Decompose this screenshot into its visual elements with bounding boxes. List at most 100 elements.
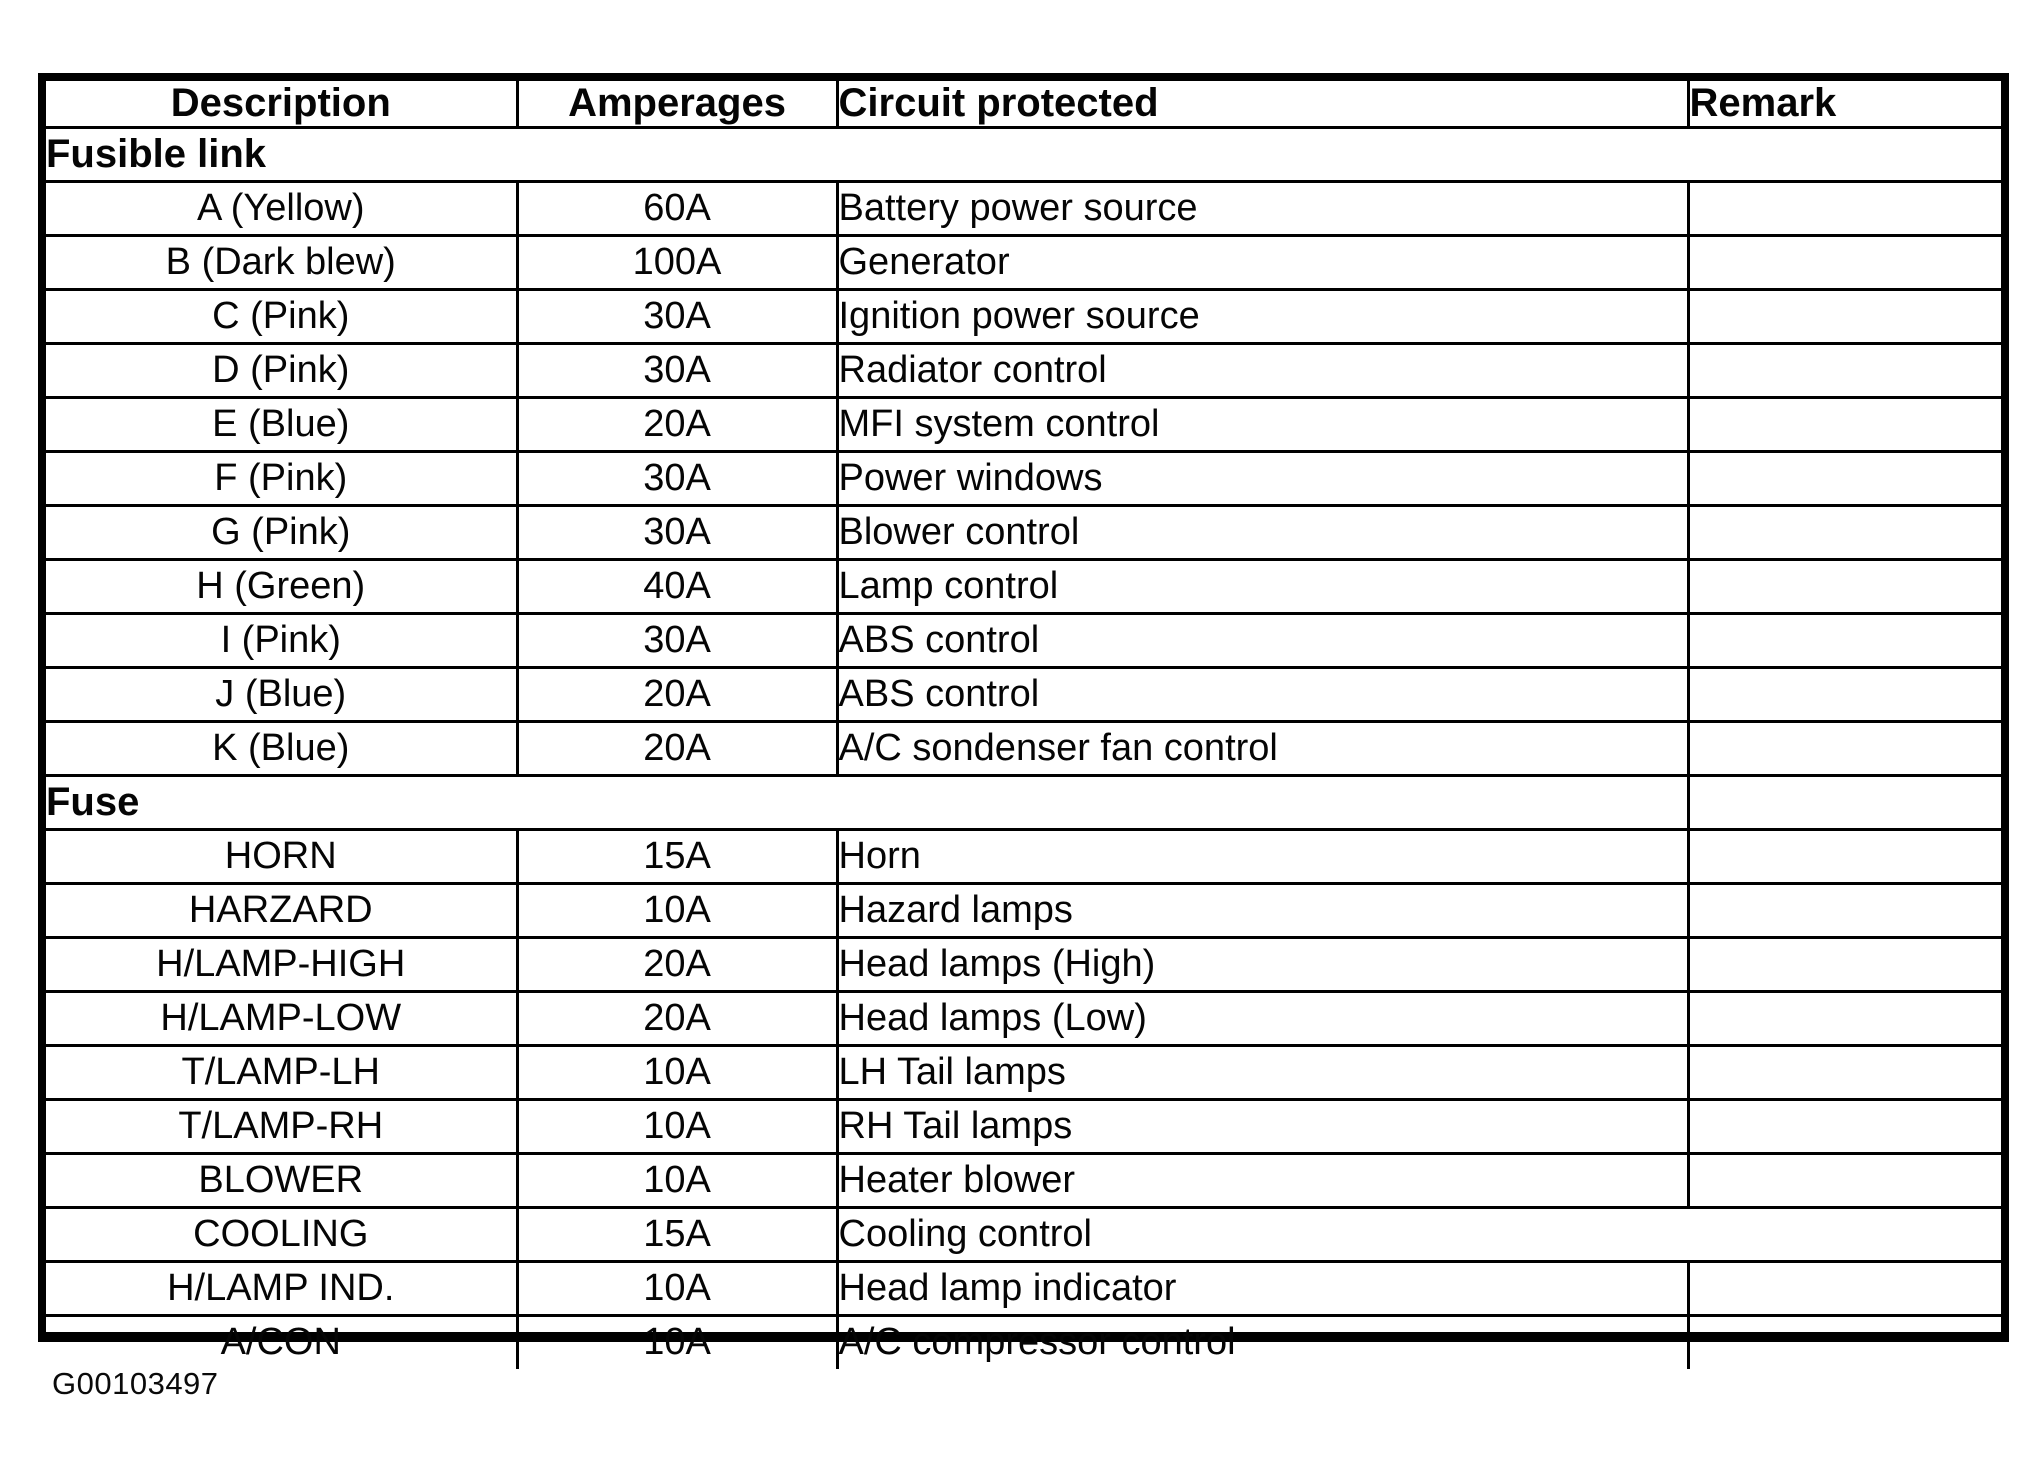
description-cell: C (Pink)	[44, 287, 519, 345]
remark-cell	[1686, 179, 2003, 237]
remark-cell	[1686, 449, 2003, 507]
amperage-cell: 15A	[515, 1205, 839, 1263]
amperage-cell: 10A	[515, 1151, 839, 1209]
circuit-protected-cell: ABS control	[835, 665, 1690, 723]
remark-cell	[1686, 1313, 2003, 1371]
description-cell: B (Dark blew)	[44, 233, 519, 291]
description-cell: H (Green)	[44, 557, 519, 615]
table-row: J (Blue) 20A ABS control	[44, 665, 2003, 723]
amperage-cell: 40A	[515, 557, 839, 615]
remark-cell	[1686, 1097, 2003, 1155]
amperage-cell: 10A	[515, 881, 839, 939]
description-cell: T/LAMP-LH	[44, 1043, 519, 1101]
circuit-protected-cell: Heater blower	[835, 1151, 1690, 1209]
column-header-description: Description	[44, 79, 519, 129]
description-cell: G (Pink)	[44, 503, 519, 561]
table-row: I (Pink) 30A ABS control	[44, 611, 2003, 669]
amperage-cell: 10A	[515, 1043, 839, 1101]
remark-cell	[1686, 341, 2003, 399]
table-row: E (Blue) 20A MFI system control	[44, 395, 2003, 453]
description-cell: E (Blue)	[44, 395, 519, 453]
remark-cell	[1686, 989, 2003, 1047]
circuit-protected-cell: Horn	[835, 827, 1690, 885]
amperage-cell: 30A	[515, 611, 839, 669]
amperage-cell: 20A	[515, 935, 839, 993]
remark-cell	[1686, 881, 2003, 939]
table-row: A/CON 10A A/C compressor control	[44, 1313, 2003, 1371]
amperage-cell: 20A	[515, 665, 839, 723]
description-cell: H/LAMP-HIGH	[44, 935, 519, 993]
remark-cell	[1686, 935, 2003, 993]
circuit-protected-cell: A/C sondenser fan control	[835, 719, 1690, 777]
remark-cell	[1686, 665, 2003, 723]
table-row: H/LAMP IND. 10A Head lamp indicator	[44, 1259, 2003, 1317]
section-row: Fusible link	[44, 125, 2003, 183]
circuit-protected-cell: MFI system control	[835, 395, 1690, 453]
description-cell: H/LAMP-LOW	[44, 989, 519, 1047]
section-label: Fusible link	[44, 125, 2003, 183]
amperage-cell: 10A	[515, 1259, 839, 1317]
description-cell: HARZARD	[44, 881, 519, 939]
circuit-protected-cell: Power windows	[835, 449, 1690, 507]
header-row: Description Amperages Circuit protected …	[44, 79, 2003, 129]
circuit-protected-cell: Head lamps (High)	[835, 935, 1690, 993]
description-cell: HORN	[44, 827, 519, 885]
table-row: HORN 15A Horn	[44, 827, 2003, 885]
remark-cell	[1686, 1043, 2003, 1101]
remark-cell	[1686, 287, 2003, 345]
amperage-cell: 15A	[515, 827, 839, 885]
description-cell: T/LAMP-RH	[44, 1097, 519, 1155]
circuit-protected-cell: Blower control	[835, 503, 1690, 561]
circuit-protected-cell: Head lamps (Low)	[835, 989, 1690, 1047]
column-header-remark: Remark	[1686, 79, 2003, 129]
table-row: A (Yellow) 60A Battery power source	[44, 179, 2003, 237]
table-row: G (Pink) 30A Blower control	[44, 503, 2003, 561]
amperage-cell: 30A	[515, 341, 839, 399]
description-cell: A (Yellow)	[44, 179, 519, 237]
circuit-protected-cell: Ignition power source	[835, 287, 1690, 345]
figure-code: G00103497	[52, 1366, 219, 1401]
table-row: H/LAMP-HIGH 20A Head lamps (High)	[44, 935, 2003, 993]
fuse-chart-table: Description Amperages Circuit protected …	[44, 79, 2003, 1371]
table-row: COOLING 15A Cooling control	[44, 1205, 2003, 1263]
circuit-protected-cell: A/C compressor control	[835, 1313, 1690, 1371]
remark-cell	[1686, 503, 2003, 561]
table-row: BLOWER 10A Heater blower	[44, 1151, 2003, 1209]
remark-cell	[1686, 395, 2003, 453]
description-cell: COOLING	[44, 1205, 519, 1263]
table-row: D (Pink) 30A Radiator control	[44, 341, 2003, 399]
fuse-chart-table-frame: Description Amperages Circuit protected …	[38, 73, 2009, 1371]
remark-cell	[1686, 233, 2003, 291]
circuit-protected-cell: Generator	[835, 233, 1690, 291]
remark-cell	[1686, 557, 2003, 615]
amperage-cell: 30A	[515, 503, 839, 561]
description-cell: D (Pink)	[44, 341, 519, 399]
circuit-protected-cell: Hazard lamps	[835, 881, 1690, 939]
description-cell: H/LAMP IND.	[44, 1259, 519, 1317]
remark-cell	[1686, 719, 2003, 777]
circuit-protected-cell: RH Tail lamps	[835, 1097, 1690, 1155]
table-row: T/LAMP-RH 10A RH Tail lamps	[44, 1097, 2003, 1155]
remark-cell	[1686, 611, 2003, 669]
remark-cell	[1686, 773, 2003, 831]
amperage-cell: 30A	[515, 287, 839, 345]
circuit-protected-cell: ABS control	[835, 611, 1690, 669]
table-row: F (Pink) 30A Power windows	[44, 449, 2003, 507]
description-cell: J (Blue)	[44, 665, 519, 723]
section-label: Fuse	[44, 773, 1690, 831]
table-header: Description Amperages Circuit protected …	[44, 79, 2003, 129]
section-row: Fuse	[44, 773, 2003, 831]
description-cell: BLOWER	[44, 1151, 519, 1209]
table-row: T/LAMP-LH 10A LH Tail lamps	[44, 1043, 2003, 1101]
amperage-cell: 100A	[515, 233, 839, 291]
circuit-protected-cell: Radiator control	[835, 341, 1690, 399]
description-cell: K (Blue)	[44, 719, 519, 777]
amperage-cell: 20A	[515, 395, 839, 453]
circuit-protected-cell: LH Tail lamps	[835, 1043, 1690, 1101]
amperage-cell: 10A	[515, 1097, 839, 1155]
amperage-cell: 10A	[515, 1313, 839, 1371]
table-row: K (Blue) 20A A/C sondenser fan control	[44, 719, 2003, 777]
description-cell: A/CON	[44, 1313, 519, 1371]
table-row: HARZARD 10A Hazard lamps	[44, 881, 2003, 939]
amperage-cell: 60A	[515, 179, 839, 237]
